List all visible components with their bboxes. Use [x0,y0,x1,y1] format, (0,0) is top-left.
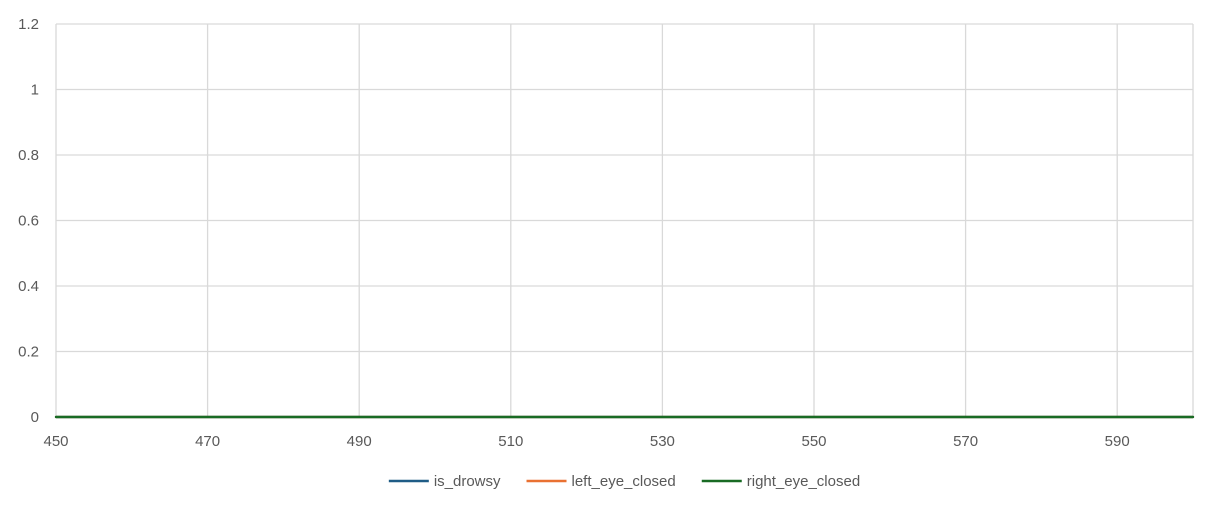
x-tick-label: 450 [43,433,68,450]
y-axis-ticks: 0 0.2 0.4 0.6 0.8 1 1.2 [18,16,39,426]
x-tick-label: 510 [498,433,523,450]
x-tick-label: 470 [195,433,220,450]
x-tick-label: 490 [347,433,372,450]
legend-item-right-eye-closed: right_eye_closed [701,473,860,490]
legend-label: is_drowsy [434,473,501,490]
y-tick-label: 0.8 [18,147,39,164]
legend: is_drowsy left_eye_closed right_eye_closed [388,473,860,490]
x-axis-ticks: 450 470 490 510 530 550 570 590 [43,433,1129,450]
legend-label: right_eye_closed [747,473,860,490]
x-tick-label: 570 [953,433,978,450]
x-tick-label: 530 [650,433,675,450]
y-tick-label: 0 [31,409,39,426]
legend-label: left_eye_closed [572,473,676,490]
x-tick-label: 550 [801,433,826,450]
grid [55,23,1194,417]
legend-item-is-drowsy: is_drowsy [388,473,501,490]
legend-item-left-eye-closed: left_eye_closed [526,473,676,490]
y-tick-label: 1 [31,82,39,99]
y-tick-label: 0.2 [18,344,39,361]
x-tick-label: 590 [1105,433,1130,450]
y-tick-label: 0.6 [18,213,39,230]
y-tick-label: 0.4 [18,278,39,295]
y-tick-label: 1.2 [18,16,39,33]
